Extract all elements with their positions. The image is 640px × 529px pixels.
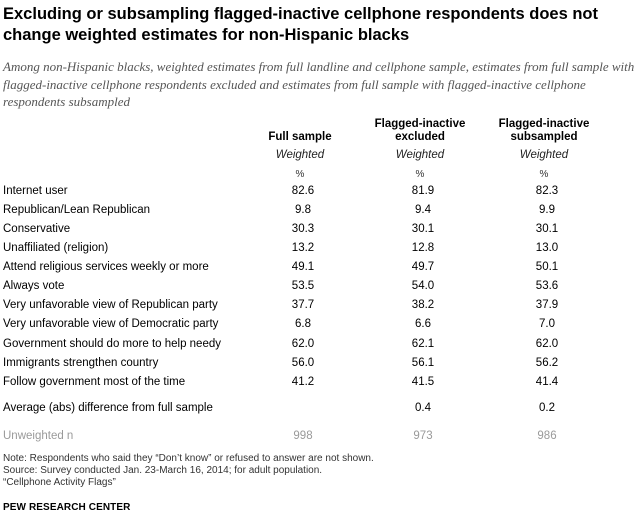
value-full-sample: 998 <box>293 430 313 442</box>
row-label: Very unfavorable view of Democratic part… <box>3 318 219 330</box>
value-full-sample: 9.8 <box>295 204 311 216</box>
value-subsampled: 986 <box>537 430 557 442</box>
value-excluded: 54.0 <box>411 280 435 292</box>
row-label: Always vote <box>3 280 65 292</box>
table-row: Internet user 82.6 81.9 82.3 <box>3 185 637 204</box>
column-subheader-weighted: Weighted <box>519 149 569 161</box>
table-row: Very unfavorable view of Democratic part… <box>3 318 637 337</box>
value-subsampled: 0.2 <box>539 402 555 414</box>
value-full-sample: 53.5 <box>291 280 315 292</box>
row-label: Internet user <box>3 185 68 197</box>
value-full-sample: 30.3 <box>291 223 315 235</box>
row-label: Very unfavorable view of Republican part… <box>3 299 218 311</box>
average-difference-row: Average (abs) difference from full sampl… <box>3 402 637 421</box>
unweighted-n-row: Unweighted n 998 973 986 <box>3 430 637 449</box>
value-full-sample: 82.6 <box>291 185 315 197</box>
row-label: Unaffiliated (religion) <box>3 242 109 254</box>
unit-label: % <box>415 169 425 180</box>
column-subheader-weighted: Weighted <box>275 149 325 161</box>
brand-logo-text: PEW RESEARCH CENTER <box>3 502 131 513</box>
table-row: Very unfavorable view of Republican part… <box>3 299 637 318</box>
value-excluded: 12.8 <box>411 242 435 254</box>
row-label: Republican/Lean Republican <box>3 204 151 216</box>
value-subsampled: 13.0 <box>535 242 559 254</box>
column-subheader-weighted: Weighted <box>395 149 445 161</box>
table-row: Attend religious services weekly or more… <box>3 261 637 280</box>
value-excluded: 38.2 <box>411 299 435 311</box>
column-header-subsampled: Flagged-inactive subsampled <box>498 118 590 143</box>
source-text: Source: Survey conducted Jan. 23-March 1… <box>3 465 323 476</box>
column-header-excluded: Flagged-inactive excluded <box>374 118 466 143</box>
table-row: Always vote 53.5 54.0 53.6 <box>3 280 637 299</box>
value-subsampled: 9.9 <box>539 204 555 216</box>
row-label: Unweighted n <box>3 430 74 442</box>
row-label: Government should do more to help needy <box>3 338 221 350</box>
row-label: Immigrants strengthen country <box>3 357 159 369</box>
value-excluded: 9.4 <box>415 204 431 216</box>
value-full-sample: 13.2 <box>291 242 315 254</box>
value-full-sample: 6.8 <box>295 318 311 330</box>
value-subsampled: 62.0 <box>535 338 559 350</box>
value-excluded: 6.6 <box>415 318 431 330</box>
value-full-sample: 41.2 <box>291 376 315 388</box>
value-excluded: 62.1 <box>411 338 435 350</box>
value-full-sample: 37.7 <box>291 299 315 311</box>
table-row: Government should do more to help needy … <box>3 338 637 357</box>
chart-subtitle: Among non-Hispanic blacks, weighted esti… <box>3 59 635 109</box>
value-full-sample: 49.1 <box>291 261 315 273</box>
value-full-sample: 56.0 <box>291 357 315 369</box>
value-excluded: 973 <box>413 430 433 442</box>
value-excluded: 30.1 <box>411 223 435 235</box>
value-subsampled: 53.6 <box>535 280 559 292</box>
note-text: Note: Respondents who said they “Don’t k… <box>3 453 374 464</box>
table-row: Immigrants strengthen country 56.0 56.1 … <box>3 357 637 376</box>
value-excluded: 56.1 <box>411 357 435 369</box>
table-row: Unaffiliated (religion) 13.2 12.8 13.0 <box>3 242 637 261</box>
value-full-sample: 62.0 <box>291 338 315 350</box>
row-label: Average (abs) difference from full sampl… <box>3 402 213 414</box>
source-reference: “Cellphone Activity Flags” <box>3 477 116 488</box>
value-subsampled: 41.4 <box>535 376 559 388</box>
unit-label: % <box>295 169 305 180</box>
value-excluded: 81.9 <box>411 185 435 197</box>
value-subsampled: 50.1 <box>535 261 559 273</box>
unit-label: % <box>539 169 549 180</box>
row-label: Conservative <box>3 223 71 235</box>
value-subsampled: 30.1 <box>535 223 559 235</box>
chart-title: Excluding or subsampling flagged-inactiv… <box>3 5 598 44</box>
value-excluded: 49.7 <box>411 261 435 273</box>
value-excluded: 41.5 <box>411 376 435 388</box>
table-row: Conservative 30.3 30.1 30.1 <box>3 223 637 242</box>
value-excluded: 0.4 <box>415 402 431 414</box>
table-row: Follow government most of the time 41.2 … <box>3 376 637 395</box>
table-row: Republican/Lean Republican 9.8 9.4 9.9 <box>3 204 637 223</box>
column-header-full-sample: Full sample <box>268 131 332 143</box>
row-label: Attend religious services weekly or more <box>3 261 209 273</box>
footnotes: Note: Respondents who said they “Don’t k… <box>3 453 637 489</box>
value-subsampled: 37.9 <box>535 299 559 311</box>
row-label: Follow government most of the time <box>3 376 186 388</box>
value-subsampled: 82.3 <box>535 185 559 197</box>
value-subsampled: 56.2 <box>535 357 559 369</box>
value-subsampled: 7.0 <box>539 318 555 330</box>
